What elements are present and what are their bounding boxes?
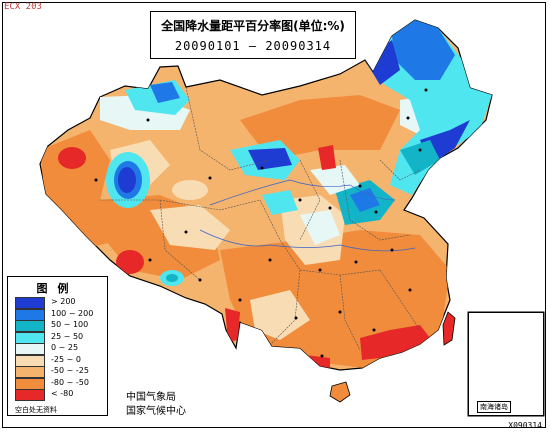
inset-label: 南海诸岛 — [477, 401, 511, 413]
zone-wet-inner-mongolia-2 — [248, 148, 292, 170]
legend-label: 0 ~ 25 — [51, 343, 79, 352]
map-frame — [2, 2, 546, 428]
legend-item: 0 ~ 25 — [15, 343, 107, 355]
zone-wet-northeast-3 — [365, 40, 400, 85]
legend-swatch — [15, 320, 45, 332]
legend-swatch — [15, 389, 45, 401]
agency-line-1: 中国气象局 — [126, 392, 176, 403]
legend-swatch — [15, 331, 45, 344]
legend-item: 100 ~ 200 — [15, 308, 107, 321]
zone-wet-north-china-light — [310, 165, 360, 195]
zone-wet-tibet-2 — [166, 274, 178, 282]
legend-swatch — [15, 366, 45, 378]
legend-label: > 200 — [51, 297, 76, 306]
legend-note: 空白处无资料 — [15, 406, 57, 414]
legend: 图例 > 200 100 ~ 200 50 ~ 100 25 ~ 50 0 ~ 25 -2… — [7, 276, 108, 416]
legend-title: 图例 — [36, 282, 79, 295]
zone-extreme-dry-shanxi — [318, 145, 336, 170]
legend-label: -50 ~ -25 — [51, 366, 89, 375]
anomaly-zones — [40, 20, 492, 370]
footer-code: X090314 — [508, 421, 542, 430]
taiwan-island — [442, 311, 456, 346]
legend-swatch — [15, 297, 45, 309]
hainan-island — [329, 381, 351, 403]
map-title: 全国降水量距平百分率图(单位:%) — [161, 19, 345, 33]
legend-swatch — [15, 377, 45, 390]
zone-wet-xinjiang-2 — [150, 82, 180, 103]
zone-wet-tarim-3 — [118, 167, 136, 193]
legend-label: -25 ~ 0 — [51, 354, 81, 364]
date-range: 20090101 — 20090314 — [174, 39, 332, 53]
legend-label: 25 ~ 50 — [51, 331, 84, 341]
city-markers — [94, 88, 428, 358]
zone-wet-shaanxi — [262, 190, 298, 215]
legend-item: 25 ~ 50 — [15, 331, 107, 344]
zone-light-tibet — [150, 205, 230, 250]
zone-light-south — [250, 290, 310, 340]
zone-extreme-dry-yunnan — [225, 308, 240, 342]
legend-item: -50 ~ -25 — [15, 366, 107, 378]
legend-item: -25 ~ 0 — [15, 354, 107, 367]
zone-extreme-dry-guangdong — [360, 325, 430, 360]
legend-item: > 200 — [15, 297, 107, 309]
legend-item: -80 ~ -50 — [15, 377, 107, 390]
legend-item: 50 ~ 100 — [15, 320, 107, 332]
zone-extreme-dry-xinjiang — [58, 147, 86, 169]
south-china-sea-inset: 南海诸岛 — [468, 312, 544, 416]
zone-wet-northeast-2 — [392, 20, 455, 80]
rivers — [199, 179, 416, 252]
legend-swatch — [15, 308, 45, 321]
title-box: 全国降水量距平百分率图(单位:%) 20090101 — 20090314 — [150, 11, 356, 59]
zone-extreme-dry-tibet — [116, 250, 144, 274]
legend-label: -80 ~ -50 — [51, 377, 89, 387]
province-boundaries — [100, 86, 421, 351]
legend-label: 50 ~ 100 — [51, 320, 89, 329]
legend-swatch — [15, 354, 45, 367]
legend-item: < -80 — [15, 389, 107, 401]
legend-label: 100 ~ 200 — [51, 308, 94, 318]
zone-wet-northeast-5 — [400, 140, 440, 175]
zone-extreme-dry-qinghai — [172, 180, 208, 200]
legend-swatch — [15, 343, 45, 355]
zone-wet-north-china-2 — [350, 188, 380, 212]
corner-code: ECX 203 — [4, 2, 42, 12]
zone-near-normal-central — [300, 210, 340, 245]
legend-label: < -80 — [51, 389, 74, 398]
agency-line-2: 国家气候中心 — [126, 406, 186, 417]
